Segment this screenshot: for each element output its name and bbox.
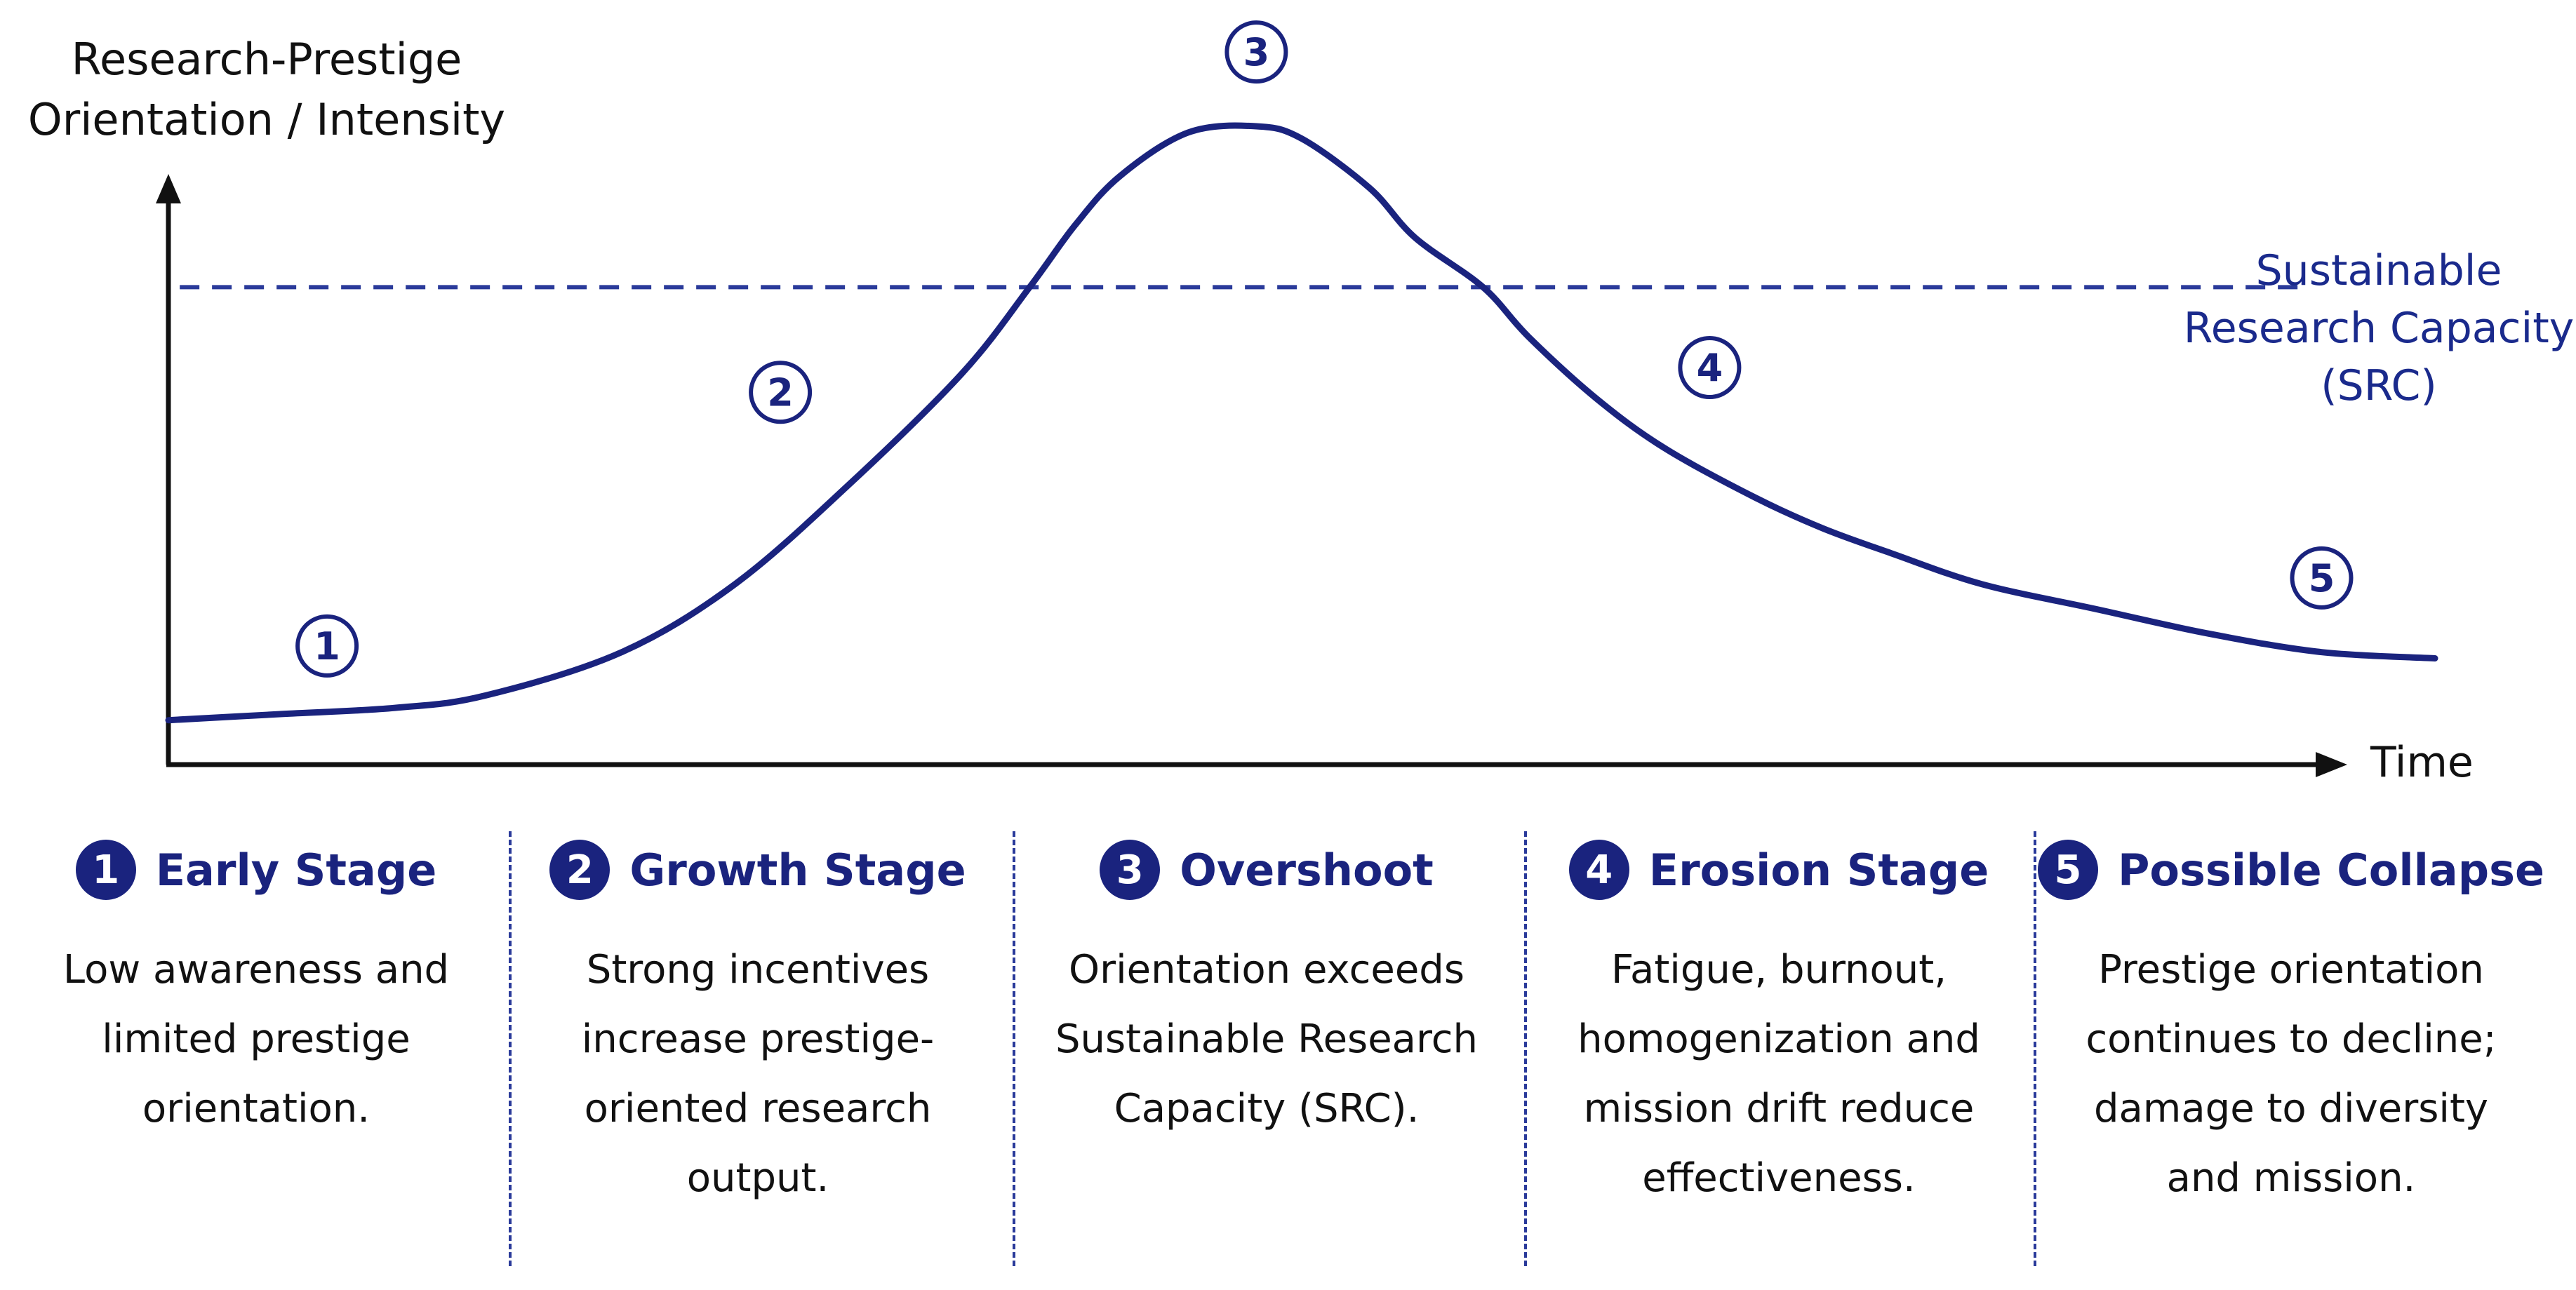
stage-overshoot: 3 Overshoot Orientation exceeds Sustaina… — [1014, 831, 1519, 1143]
stage-marker-label: 3 — [1243, 30, 1270, 74]
stage-title: Possible Collapse — [2117, 844, 2545, 896]
description-line: oriented research — [584, 1086, 932, 1131]
src-label-line: (SRC) — [2321, 361, 2437, 410]
stage-number-badge: 1 — [75, 840, 136, 900]
sustainable-capacity-label: Sustainable Research Capacity (SRC) — [2168, 242, 2576, 415]
stage-description: Fatigue, burnout, homogenization and mis… — [1526, 935, 2031, 1213]
stage-marker-circle — [1224, 20, 1288, 84]
description-line: Sustainable Research — [1055, 1016, 1479, 1062]
y-axis-label-line: Orientation / Intensity — [27, 94, 506, 145]
x-axis-label: Time — [2370, 738, 2474, 787]
y-axis-label: Research-Prestige Orientation / Intensit… — [21, 29, 512, 150]
stage-divider — [1013, 831, 1015, 1266]
stage-number-badge: 5 — [2037, 840, 2098, 900]
stage-title: Early Stage — [155, 844, 437, 896]
stage-divider — [1524, 831, 1527, 1266]
stage-marker-circle — [2290, 546, 2354, 610]
description-line: increase prestige- — [581, 1016, 935, 1062]
stage-description: Low awareness and limited prestige orien… — [4, 935, 509, 1143]
stage-title: Growth Stage — [629, 844, 966, 896]
stage-markers: 1 2 3 4 5 — [295, 20, 2354, 678]
y-axis-arrow-icon — [156, 174, 181, 203]
stage-marker-circle — [749, 361, 813, 424]
stage-description: Strong incentives increase prestige- ori… — [505, 935, 1010, 1213]
description-line: orientation. — [142, 1086, 371, 1131]
description-line: Capacity (SRC). — [1114, 1086, 1420, 1131]
prestige-curve — [165, 122, 2438, 724]
src-label-line: Research Capacity — [2183, 304, 2575, 353]
stage-description: Prestige orientation continues to declin… — [2038, 935, 2544, 1213]
y-axis-label-line: Research-Prestige — [71, 34, 462, 85]
stage-number-badge: 3 — [1100, 840, 1161, 900]
src-label-line: Sustainable — [2255, 246, 2502, 295]
description-line: effectiveness. — [1642, 1155, 1916, 1201]
description-line: Orientation exceeds — [1069, 947, 1464, 993]
stage-erosion: 4 Erosion Stage Fatigue, burnout, homoge… — [1526, 831, 2031, 1213]
stage-marker-label: 2 — [767, 370, 794, 415]
stage-divider — [509, 831, 512, 1266]
stage-marker-label: 5 — [2309, 556, 2335, 600]
description-line: Prestige orientation — [2098, 947, 2484, 993]
stage-legend: 1 Early Stage Low awareness and limited … — [0, 831, 2576, 1266]
stage-collapse: 5 Possible Collapse Prestige orientation… — [2037, 831, 2545, 1213]
stage-early: 1 Early Stage Low awareness and limited … — [4, 831, 509, 1143]
stage-divider — [2034, 831, 2036, 1266]
description-line: continues to decline; — [2086, 1016, 2497, 1062]
stage-marker-circle — [1678, 335, 1742, 399]
description-line: limited prestige — [102, 1016, 411, 1062]
description-line: Low awareness and — [62, 947, 450, 993]
description-line: mission drift reduce — [1583, 1086, 1975, 1131]
x-axis-arrow-icon — [2316, 752, 2347, 777]
stage-description: Orientation exceeds Sustainable Research… — [1014, 935, 1519, 1143]
description-line: Fatigue, burnout, — [1610, 947, 1947, 993]
stage-marker-circle — [295, 614, 359, 678]
description-line: homogenization and — [1577, 1016, 1980, 1062]
stage-marker-label: 1 — [314, 624, 340, 668]
description-line: output. — [686, 1155, 829, 1201]
stage-number-badge: 4 — [1568, 840, 1629, 900]
stage-number-badge: 2 — [549, 840, 610, 900]
stage-marker-label: 4 — [1697, 346, 1723, 390]
stage-title: Overshoot — [1180, 844, 1434, 896]
description-line: and mission. — [2166, 1155, 2416, 1201]
description-line: Strong incentives — [586, 947, 930, 993]
stage-title: Erosion Stage — [1648, 844, 1989, 896]
description-line: damage to diversity — [2093, 1086, 2489, 1131]
stage-growth: 2 Growth Stage Strong incentives increas… — [505, 831, 1010, 1213]
